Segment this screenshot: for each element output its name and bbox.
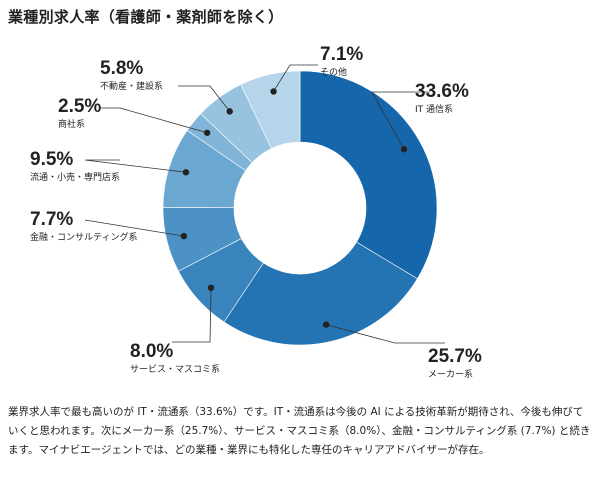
leader-line-1 (325, 324, 445, 344)
category-label-0: IT 通信系 (415, 103, 453, 115)
category-label-2: サービス・マスコミ系 (130, 364, 220, 375)
slice-labels: 33.6%IT 通信系 25.7% メーカー系 8.0% サービス・マスコミ系 7.7%金… (30, 44, 482, 380)
value-label-1: 25.7% (428, 346, 482, 367)
slice-1 (223, 241, 418, 346)
category-label-6: 不動産・建設系 (100, 80, 163, 92)
leader-dot-3 (180, 232, 188, 240)
value-label-4: 9.5% (30, 149, 73, 170)
donut-slices (162, 70, 438, 346)
slice-7 (240, 70, 301, 149)
slice-0 (299, 70, 438, 280)
category-label-1: メーカー系 (428, 369, 473, 380)
donut-chart: 33.6%IT 通信系 25.7% メーカー系 8.0% サービス・マスコミ系 7.7%金… (30, 44, 482, 380)
leader-dot-5 (203, 129, 211, 136)
leader-dot-0 (400, 146, 408, 153)
leader-dot-1 (322, 321, 330, 328)
category-label-4: 流通・小売・専門店系 (30, 171, 120, 183)
leader-dot-6 (226, 108, 233, 115)
leader-dot-4 (182, 169, 190, 176)
chart-title: 業種別求人率（看護師・薬剤師を除く） (8, 8, 284, 26)
category-label-7: その他 (320, 66, 347, 78)
value-label-3: 7.7% (30, 209, 73, 230)
category-label-5: 商社系 (58, 118, 85, 130)
leader-dot-7 (270, 88, 277, 95)
value-label-5: 2.5% (58, 96, 101, 117)
leader-line-2 (172, 287, 212, 343)
leader-line-6 (178, 85, 231, 112)
description-text: 業界求人率で最も高いのが IT・流通系（33.6%）です。IT・流通系は今後の … (8, 406, 591, 456)
leader-dot-2 (207, 284, 215, 291)
leader-lines (84, 64, 445, 344)
value-label-7: 7.1% (320, 44, 363, 65)
leader-line-0 (371, 91, 430, 150)
value-label-6: 5.8% (100, 58, 143, 79)
category-label-3: 金融・コンサルティング系 (30, 231, 137, 243)
leader-line-7 (273, 64, 318, 92)
leader-line-5 (100, 107, 208, 134)
leader-line-3 (84, 219, 184, 237)
value-label-0: 33.6% (415, 81, 469, 102)
leader-line-4 (84, 159, 187, 173)
value-label-2: 8.0% (130, 341, 173, 362)
